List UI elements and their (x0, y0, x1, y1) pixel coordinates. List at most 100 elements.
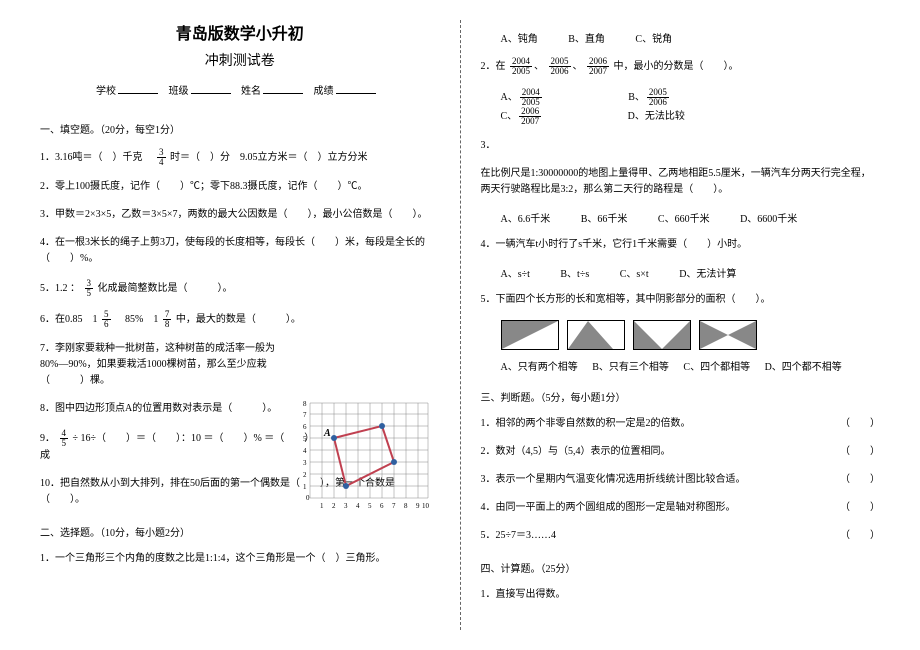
q9-text-a: 9． (40, 433, 55, 444)
fraction-4-5: 45 (60, 429, 69, 448)
q13-opt-a: A、6.6千米 (501, 210, 551, 225)
svg-text:7: 7 (303, 411, 307, 419)
svg-text:8: 8 (404, 502, 408, 510)
q13-opt-c: C、660千米 (658, 210, 710, 225)
section-1-header: 一、填空题。（20分，每空1分） (40, 121, 440, 136)
question-12: 2．在 20042005、 20052006、 20062007 中，最小的分数… (481, 57, 881, 76)
svg-text:6: 6 (303, 423, 307, 431)
svg-text:10: 10 (422, 502, 430, 510)
grid-chart: A 012345678910 12345678 (300, 398, 430, 513)
svg-text:A: A (323, 428, 331, 439)
q12-opt-c: C、20062007 (501, 107, 598, 126)
question-7: 7．李刚家要栽种一批树苗，这种树苗的成活率一般为80%―90%，如果要栽活100… (40, 341, 310, 389)
q13-opt-d: D、6600千米 (740, 210, 797, 225)
fraction-2004-2005: 20042005 (510, 57, 532, 76)
fraction-3-4: 34 (157, 148, 166, 167)
exam-page: 青岛版数学小升初 冲刺测试卷 学校 班级 姓名 成绩 一、填空题。（20分，每空… (0, 0, 920, 650)
shape-3 (633, 320, 691, 350)
svg-text:2: 2 (303, 471, 307, 479)
question-3: 3．甲数＝2×3×5，乙数＝3×5×7，两数的最大公因数是（ ），最小公倍数是（… (40, 207, 440, 223)
q12-text-a: 2．在 (481, 61, 506, 72)
j2-text: 2．数对（4,5）与（5,4）表示的位置相同。 (481, 444, 671, 460)
j1-paren: （ ） (840, 416, 880, 432)
fraction-7-8: 78 (163, 310, 172, 329)
q14-opt-b: B、t÷s (560, 265, 589, 280)
question-11: 1．一个三角形三个内角的度数之比是1:1:4，这个三角形是一个（ ）三角形。 (40, 551, 440, 567)
section-3-header: 三、判断题。（5分，每小题1分） (481, 389, 881, 404)
svg-text:9: 9 (416, 502, 420, 510)
q14-opt-a: A、s÷t (501, 265, 530, 280)
q12-opt-a: A、20042005 (501, 88, 598, 107)
q5-text-a: 5．1.2 ： (40, 283, 80, 294)
q12-text-b: 中，最小的分数是（ ）。 (614, 61, 739, 72)
q11-opt-a: A、钝角 (501, 30, 538, 45)
q14-opt-d: D、无法计算 (679, 265, 736, 280)
q15-opt-d: D、四个都不相等 (765, 358, 842, 373)
question-14: 4．一辆汽车t小时行了s千米，它行1千米需要（ ）小时。 (481, 237, 881, 253)
question-5: 5．1.2 ： 35 化成最简整数比是（ ）。 (40, 279, 440, 298)
svg-text:2: 2 (332, 502, 336, 510)
question-13-num: 3． (481, 138, 881, 154)
title-sub: 冲刺测试卷 (40, 50, 440, 70)
fraction-3-5: 35 (85, 279, 94, 298)
svg-text:6: 6 (380, 502, 384, 510)
fraction-5-6: 56 (102, 310, 111, 329)
q15-opt-b: B、只有三个相等 (592, 358, 669, 373)
svg-text:0: 0 (306, 494, 310, 502)
question-8: 8．图中四边形顶点A的位置用数对表示是（ ）。 (40, 401, 310, 417)
q6-text-a: 6．在0.85 1 (40, 314, 98, 325)
q15-options: A、只有两个相等 B、只有三个相等 C、四个都相等 D、四个都不相等 (501, 358, 881, 373)
q13-options: A、6.6千米 B、66千米 C、660千米 D、6600千米 (501, 210, 881, 225)
shape-4 (699, 320, 757, 350)
q14-opt-c: C、s×t (620, 265, 649, 280)
q12-options: A、20042005 B、20052006 C、20062007 D、无法比较 (501, 88, 881, 126)
j4-paren: （ ） (840, 500, 880, 516)
judge-1: 1．相邻的两个非零自然数的积一定是2的倍数。（ ） (481, 416, 881, 432)
j4-text: 4．由同一平面上的两个圆组成的图形一定是轴对称图形。 (481, 500, 736, 516)
question-4-1: 1．直接写出得数。 (481, 587, 881, 603)
svg-text:3: 3 (303, 459, 307, 467)
q13-opt-b: B、66千米 (581, 210, 628, 225)
q11-opt-c: C、锐角 (635, 30, 672, 45)
q1-text-a: 1．3.16吨＝（ ）千克 (40, 152, 153, 163)
left-column: 青岛版数学小升初 冲刺测试卷 学校 班级 姓名 成绩 一、填空题。（20分，每空… (40, 20, 440, 630)
judge-5: 5．25÷7＝3……4 （ ） (481, 528, 881, 544)
j3-text: 3．表示一个星期内气温变化情况选用折线统计图比较合适。 (481, 472, 746, 488)
q5-text-b: 化成最简整数比是（ ）。 (98, 283, 233, 294)
j5-text: 5．25÷7＝3……4 (481, 528, 557, 544)
question-13-text: 在比例尺是1:30000000的地图上量得甲、乙两地相距5.5厘米，一辆汽车分两… (481, 166, 881, 198)
q15-opt-a: A、只有两个相等 (501, 358, 578, 373)
q14-options: A、s÷t B、t÷s C、s×t D、无法计算 (501, 265, 881, 280)
svg-text:4: 4 (356, 502, 360, 510)
question-4: 4．在一根3米长的绳子上剪3刀，使每段的长度相等，每段长（ ）米，每段是全长的（… (40, 235, 440, 267)
svg-text:1: 1 (303, 483, 307, 491)
shape-2 (567, 320, 625, 350)
q6-text-c: 中，最大的数是（ ）。 (176, 314, 301, 325)
q6-text-b: 85% 1 (115, 314, 158, 325)
question-1: 1．3.16吨＝（ ）千克 34 时＝（ ）分 9.05立方米＝（ ）立方分米 (40, 148, 440, 167)
q12-opt-b: B、20052006 (628, 88, 725, 107)
section-2-header: 二、选择题。（10分，每小题2分） (40, 524, 440, 539)
fraction-2005-2006: 20052006 (549, 57, 571, 76)
j3-paren: （ ） (840, 472, 880, 488)
judge-3: 3．表示一个星期内气温变化情况选用折线统计图比较合适。 （ ） (481, 472, 881, 488)
right-column: A、钝角 B、直角 C、锐角 2．在 20042005、 20052006、 2… (481, 20, 881, 630)
judge-4: 4．由同一平面上的两个圆组成的图形一定是轴对称图形。 （ ） (481, 500, 881, 516)
info-line: 学校 班级 姓名 成绩 (40, 82, 440, 97)
question-2: 2．零上100摄氏度，记作（ ）℃；零下88.3摄氏度，记作（ ）℃。 (40, 179, 440, 195)
svg-text:7: 7 (392, 502, 396, 510)
svg-text:1: 1 (320, 502, 324, 510)
q15-shapes (501, 320, 881, 350)
svg-text:5: 5 (368, 502, 372, 510)
fraction-2006-2007: 20062007 (587, 57, 609, 76)
title-main: 青岛版数学小升初 (40, 20, 440, 44)
question-6: 6．在0.85 1 56 85% 1 78 中，最大的数是（ ）。 (40, 310, 440, 329)
section-4-header: 四、计算题。（25分） (481, 560, 881, 575)
j5-paren: （ ） (840, 528, 880, 544)
judge-2: 2．数对（4,5）与（5,4）表示的位置相同。（ ） (481, 444, 881, 460)
label-school: 学校 (96, 86, 116, 97)
q11-opt-b: B、直角 (568, 30, 605, 45)
q12-opt-d: D、无法比较 (628, 107, 685, 122)
svg-text:5: 5 (303, 435, 307, 443)
q1-text-b: 时＝（ ）分 9.05立方米＝（ ）立方分米 (170, 152, 368, 163)
